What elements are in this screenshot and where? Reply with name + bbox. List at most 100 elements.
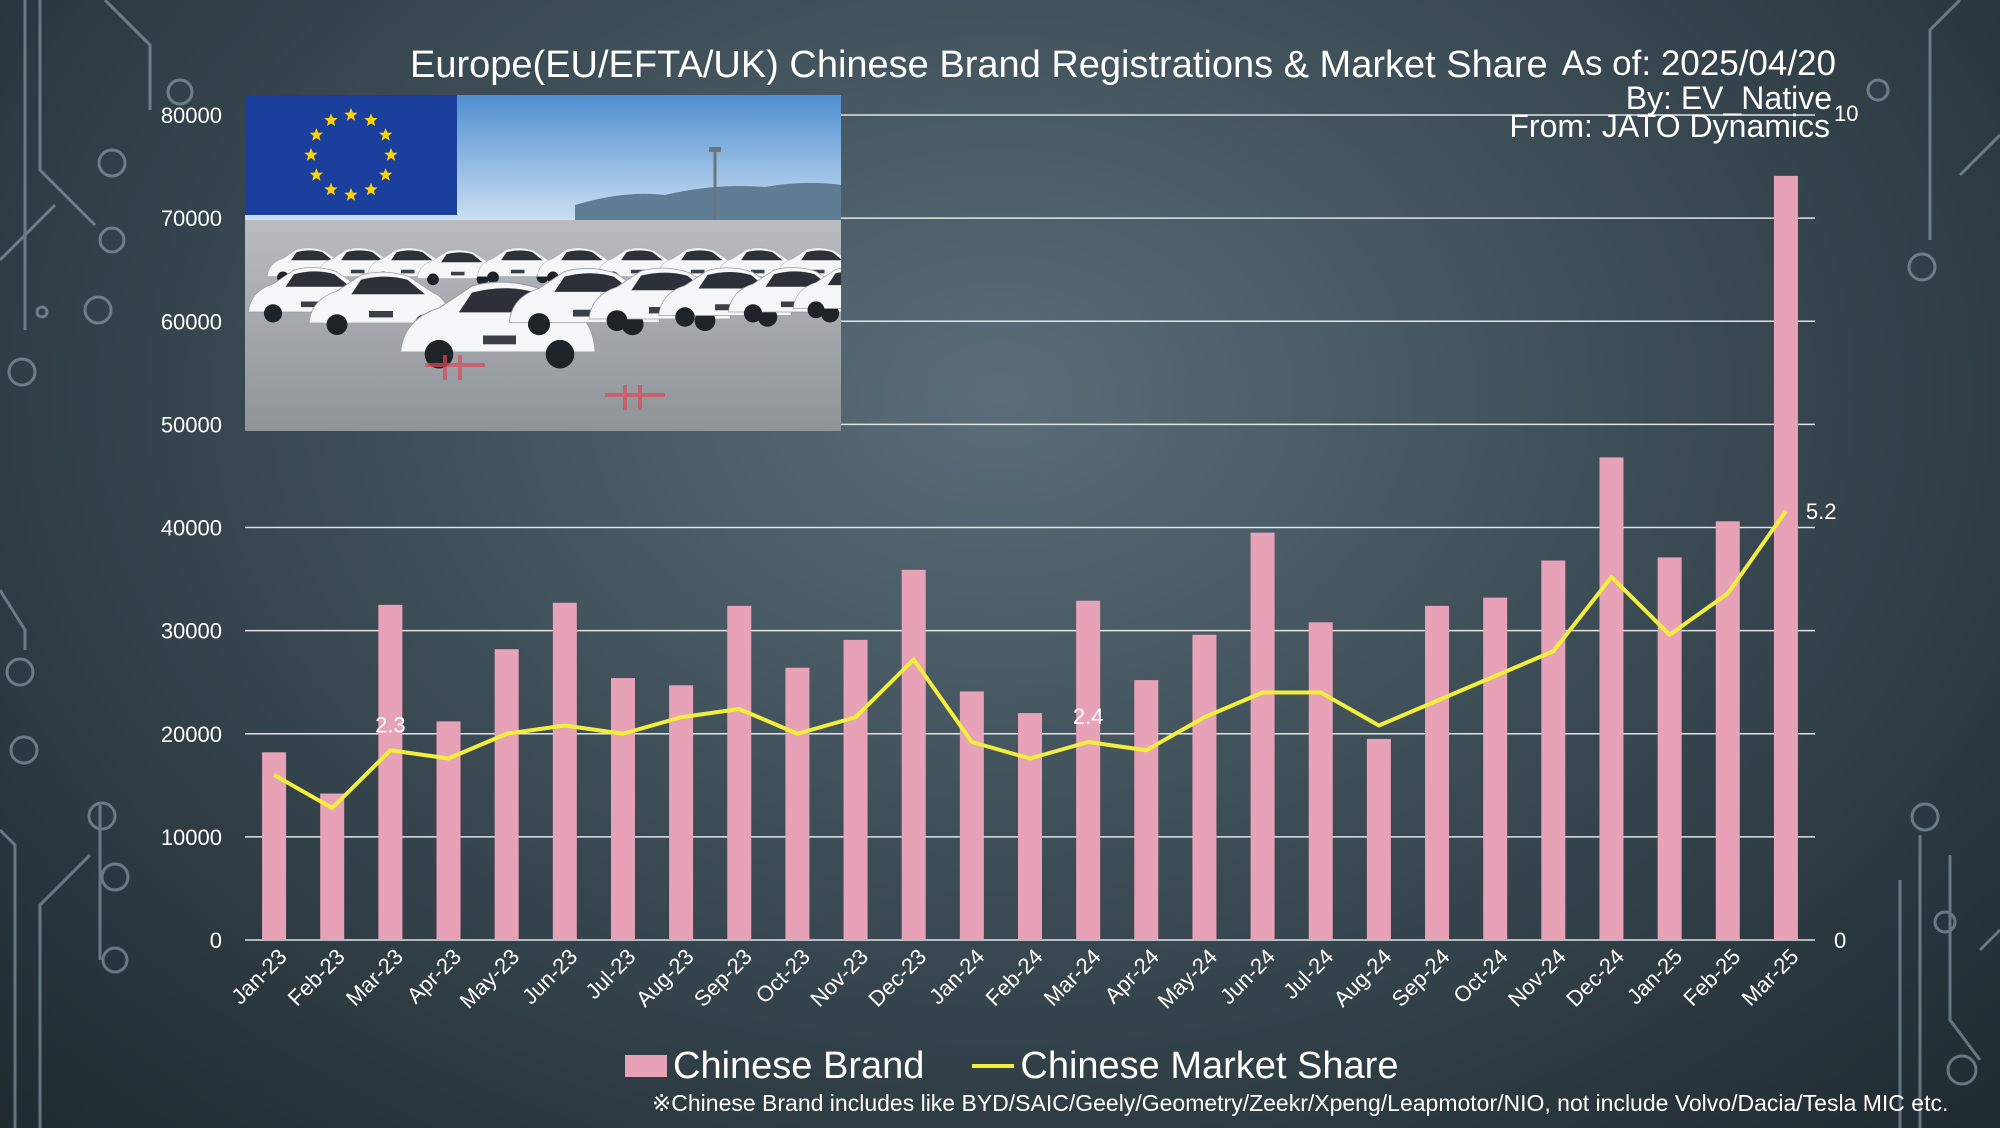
bar-aug-24 (1366, 738, 1391, 940)
y2-axis-tick-label: 0 (1834, 928, 1846, 953)
car-icon (792, 267, 841, 319)
bar-oct-24 (1483, 597, 1508, 940)
bar-jul-23 (610, 678, 635, 940)
x-axis-tick-label: Oct-23 (751, 944, 815, 1008)
bar-jan-23 (262, 752, 287, 940)
bar-apr-24 (1134, 680, 1159, 940)
bar-jan-25 (1657, 557, 1682, 940)
x-axis-tick-label: Sep-24 (1387, 944, 1455, 1012)
x-axis-tick-label: Mar-24 (1039, 944, 1106, 1011)
author-credit: By: EV_Native (1625, 80, 1832, 116)
star-icon (304, 148, 318, 161)
x-axis-tick-label: Aug-23 (631, 944, 699, 1012)
circuit-node (35, 305, 49, 319)
x-axis-tick-label: Jan-24 (924, 944, 989, 1009)
circuit-trace (1928, 0, 1962, 240)
star-icon (309, 168, 323, 181)
circuit-node (1907, 252, 1937, 282)
y-axis-tick-label: 80000 (161, 103, 222, 128)
legend-item-chinese-market-share: Chinese Market Share (972, 1045, 1398, 1088)
y-axis-right-labels: 0 10 (1834, 101, 1858, 953)
circuit-node (100, 862, 130, 892)
source-credit: From: JATO Dynamics (1509, 108, 1830, 144)
y-axis-tick-label: 40000 (161, 516, 222, 541)
x-axis-tick-label: Nov-23 (805, 944, 873, 1012)
bar-sep-23 (727, 605, 752, 940)
circuit-node (7, 357, 37, 387)
y-axis-tick-label: 70000 (161, 206, 222, 231)
star-icon (379, 168, 393, 181)
star-icon (324, 113, 338, 126)
x-axis-tick-label: Dec-23 (863, 944, 931, 1012)
legend-label-chinese-brand: Chinese Brand (673, 1044, 925, 1087)
circuit-trace (103, 0, 152, 110)
car-icon (477, 247, 558, 284)
x-axis-tick-label: Sep-23 (689, 944, 757, 1012)
footnote: ※Chinese Brand includes like BYD/SAIC/Ge… (652, 1090, 1949, 1116)
circuit-trace (1948, 855, 1982, 1061)
bar-dec-23 (901, 569, 926, 940)
x-axis-tick-label: Jan-23 (226, 944, 291, 1009)
legend-label-chinese-market-share: Chinese Market Share (1020, 1044, 1399, 1087)
star-icon (309, 128, 323, 141)
y-axis-left-labels: 0 10000 20000 30000 40000 50000 60000 70000 8000… (161, 103, 222, 953)
eu-flag-icon (245, 95, 457, 215)
circuit-node (101, 946, 129, 974)
legend-swatch-line (972, 1064, 1015, 1068)
x-axis-tick-label: May-23 (455, 944, 525, 1014)
x-axis-tick-label: Feb-25 (1678, 944, 1745, 1011)
bar-mar-23 (378, 604, 403, 940)
bar-nov-23 (843, 639, 868, 940)
chart-title: Europe(EU/EFTA/UK) Chinese Brand Registr… (410, 44, 1548, 86)
circuit-trace (0, 589, 27, 650)
x-axis-tick-label: Mar-23 (341, 944, 408, 1011)
bar-jun-23 (552, 602, 577, 940)
bar-may-23 (494, 649, 519, 940)
circuit-node (1946, 1054, 1978, 1086)
data-label-mar-25: 5.2 (1806, 499, 1837, 524)
star-icon (379, 128, 393, 141)
x-axis-tick-label: Feb-23 (283, 944, 350, 1011)
circuit-node (97, 148, 127, 178)
x-axis-tick-label: Feb-24 (981, 944, 1048, 1011)
bar-aug-23 (669, 685, 694, 940)
legend-swatch-bar (625, 1055, 667, 1077)
bar-jun-24 (1250, 532, 1275, 940)
line-series-chinese-market-share (273, 509, 1788, 810)
bar-nov-24 (1541, 560, 1566, 940)
circuit-node (1866, 78, 1890, 102)
car-icon (308, 271, 452, 335)
bar-oct-23 (785, 667, 810, 940)
circuit-node (83, 295, 113, 325)
x-axis-tick-label: Oct-24 (1448, 944, 1512, 1008)
x-axis-tick-label: Dec-24 (1561, 944, 1629, 1012)
x-axis-tick-label: Jun-24 (1215, 944, 1280, 1009)
x-axis-tick-label: Nov-24 (1503, 944, 1571, 1012)
star-icon (344, 188, 358, 201)
bar-jul-24 (1308, 622, 1333, 940)
y-axis-tick-label: 10000 (161, 825, 222, 850)
circuit-trace (38, 853, 92, 1128)
circuit-node (87, 801, 117, 831)
circuit-node (1910, 802, 1940, 832)
star-icon (344, 108, 358, 121)
bar-dec-24 (1599, 457, 1624, 940)
bar-feb-24 (1018, 713, 1042, 940)
chart-legend: Chinese Brand Chinese Market Share (625, 1042, 1446, 1090)
circuit-trace (1958, 133, 2000, 177)
y-axis-tick-label: 50000 (161, 412, 222, 437)
star-icon (384, 148, 398, 161)
circuit-node (9, 735, 39, 765)
circuit-node (5, 657, 35, 687)
circuit-node (1933, 910, 1957, 934)
circuit-trace (1978, 928, 2000, 952)
data-labels: 2.3 2.4 5.2 (375, 499, 1836, 737)
y-axis-tick-label: 0 (210, 928, 222, 953)
x-axis-tick-label: Jun-23 (517, 944, 582, 1009)
star-icon (364, 113, 378, 126)
circuit-trace (38, 0, 97, 227)
bar-feb-23 (320, 793, 345, 940)
y-axis-tick-label: 60000 (161, 309, 222, 334)
car-icon (417, 249, 498, 286)
